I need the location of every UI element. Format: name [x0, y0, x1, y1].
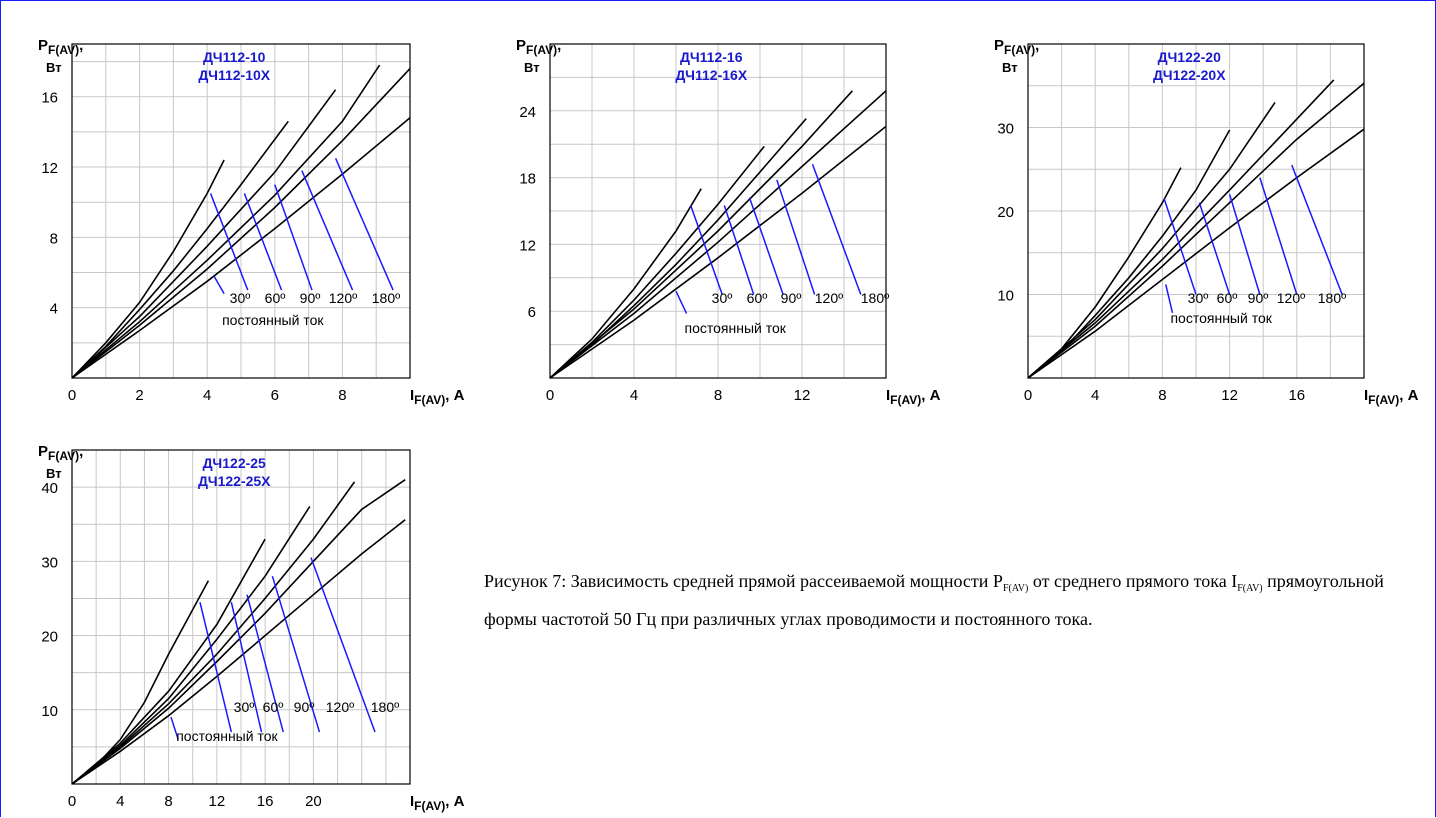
caption-text-2: от среднего прямого тока I [1028, 571, 1238, 591]
caption-text-1: Рисунок 7: Зависимость средней прямой ра… [484, 571, 1003, 591]
caption-text-3: прямоугольной формы частотой 50 Гц при р… [484, 571, 1384, 629]
caption-sub-1: F(AV) [1002, 583, 1029, 594]
figure-caption: Рисунок 7: Зависимость средней прямой ра… [484, 566, 1404, 635]
caption-sub-2: F(AV) [1237, 583, 1263, 594]
